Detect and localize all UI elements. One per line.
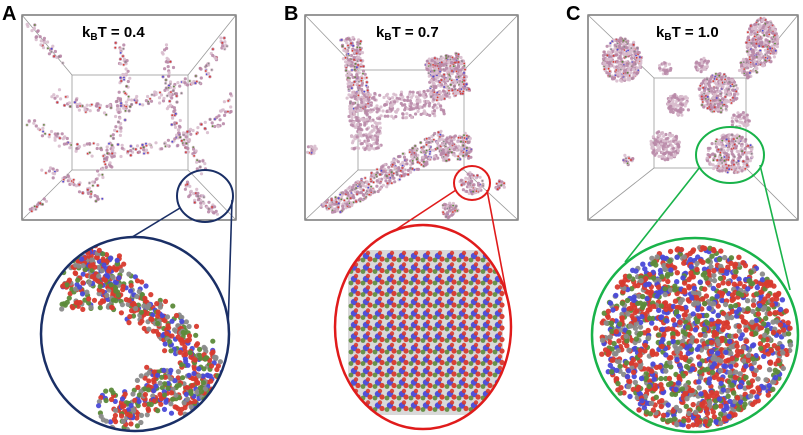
selection-circle-a <box>176 169 234 223</box>
temperature-label-b: kBT = 0.7 <box>376 24 439 43</box>
zoom-line-a-right <box>227 199 233 331</box>
simulation-box-a <box>21 14 237 221</box>
temperature-label-c: kBT = 1.0 <box>656 24 719 43</box>
panel-letter-c: C <box>566 3 580 25</box>
cluster-slabs-b <box>306 35 506 220</box>
zoom-circle-c <box>590 236 800 434</box>
selection-circle-c <box>695 126 765 184</box>
panel-letter-b: B <box>284 3 298 25</box>
cluster-network-a <box>25 22 234 216</box>
zoom-line-c-right <box>759 164 791 291</box>
panel-b: B kBT = 0.7 <box>284 3 519 431</box>
cluster-droplets-c <box>601 16 780 175</box>
zoom-view-b <box>333 223 513 431</box>
zoom-view-c <box>590 236 800 434</box>
zoom-view-a <box>39 235 231 433</box>
panel-c: C kBT = 1.0 <box>566 3 800 434</box>
zoom-circle-b <box>333 223 513 431</box>
temperature-label-a: kBT = 0.4 <box>82 24 145 43</box>
panel-a: A kBT = 0.4 <box>2 3 237 433</box>
selection-circle-b <box>453 165 491 201</box>
panel-letter-a: A <box>2 3 16 25</box>
zoom-line-c-left <box>624 166 701 263</box>
zoom-circle-a <box>39 235 231 433</box>
